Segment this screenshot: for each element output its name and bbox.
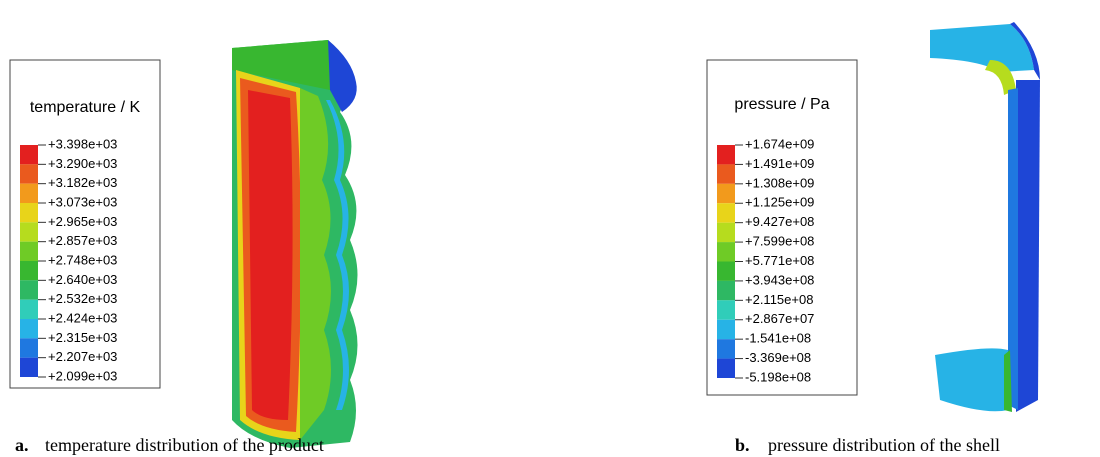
legend-label: +9.427e+08 [745, 214, 814, 229]
legend-label: +2.857e+03 [48, 233, 117, 248]
legend-swatch [717, 222, 735, 243]
legend-swatch [717, 358, 735, 378]
legend-label: +2.532e+03 [48, 291, 117, 306]
pressure-model [930, 22, 1040, 412]
legend-swatch [717, 280, 735, 301]
legend-swatch [717, 164, 735, 184]
legend-label: -1.541e+08 [745, 331, 811, 346]
legend-label: +2.207e+03 [48, 349, 117, 364]
legend-label: +3.943e+08 [745, 272, 814, 287]
legend-label: +3.182e+03 [48, 175, 117, 190]
legend-title: temperature / K [30, 99, 141, 116]
legend-label: +1.125e+09 [745, 195, 814, 210]
legend-swatch [20, 164, 38, 184]
legend-label: -3.369e+08 [745, 350, 811, 365]
legend-label: +2.099e+03 [48, 368, 117, 383]
caption-label: a. [15, 435, 29, 455]
legend-swatch [20, 299, 38, 319]
legend-label: +3.398e+03 [48, 136, 117, 151]
legend-label: +2.748e+03 [48, 252, 117, 267]
temperature-model [232, 40, 358, 448]
legend-swatch [717, 183, 735, 204]
legend-label: +1.491e+09 [745, 156, 814, 171]
legend-swatch [20, 280, 38, 300]
legend-swatch [717, 203, 735, 223]
legend-swatch [717, 242, 735, 262]
legend-swatch [717, 145, 735, 165]
legend-label: +5.771e+08 [745, 253, 814, 268]
legend-swatch [717, 319, 735, 340]
legend-label: +2.115e+08 [745, 292, 813, 307]
legend-swatch [20, 357, 38, 377]
legend-label: +3.073e+03 [48, 194, 117, 209]
legend-swatch [20, 261, 38, 281]
legend-label: +2.867e+07 [745, 311, 814, 326]
legend-swatch [717, 339, 735, 359]
legend-label: +3.290e+03 [48, 156, 117, 171]
legend-label: +2.315e+03 [48, 330, 117, 345]
legend-label: +7.599e+08 [745, 234, 814, 249]
legend-swatch [717, 261, 735, 281]
legend-swatch [20, 145, 38, 165]
legend-label: +2.965e+03 [48, 214, 117, 229]
legend-title: pressure / Pa [734, 96, 829, 113]
legend-swatch [717, 300, 735, 320]
legend-swatch [20, 222, 38, 242]
legend-label: +2.424e+03 [48, 310, 117, 325]
legend-swatch [20, 183, 38, 203]
caption-label: b. [735, 435, 750, 455]
legend-swatch [20, 338, 38, 358]
caption: pressure distribution of the shell [768, 435, 1000, 455]
legend-label: +2.640e+03 [48, 272, 117, 287]
legend-swatch [20, 319, 38, 339]
legend-swatch [20, 241, 38, 261]
legend-label: +1.308e+09 [745, 175, 814, 190]
caption: temperature distribution of the product [45, 435, 324, 455]
legend-label: -5.198e+08 [745, 369, 811, 384]
legend-label: +1.674e+09 [745, 136, 814, 151]
legend-swatch [20, 203, 38, 223]
